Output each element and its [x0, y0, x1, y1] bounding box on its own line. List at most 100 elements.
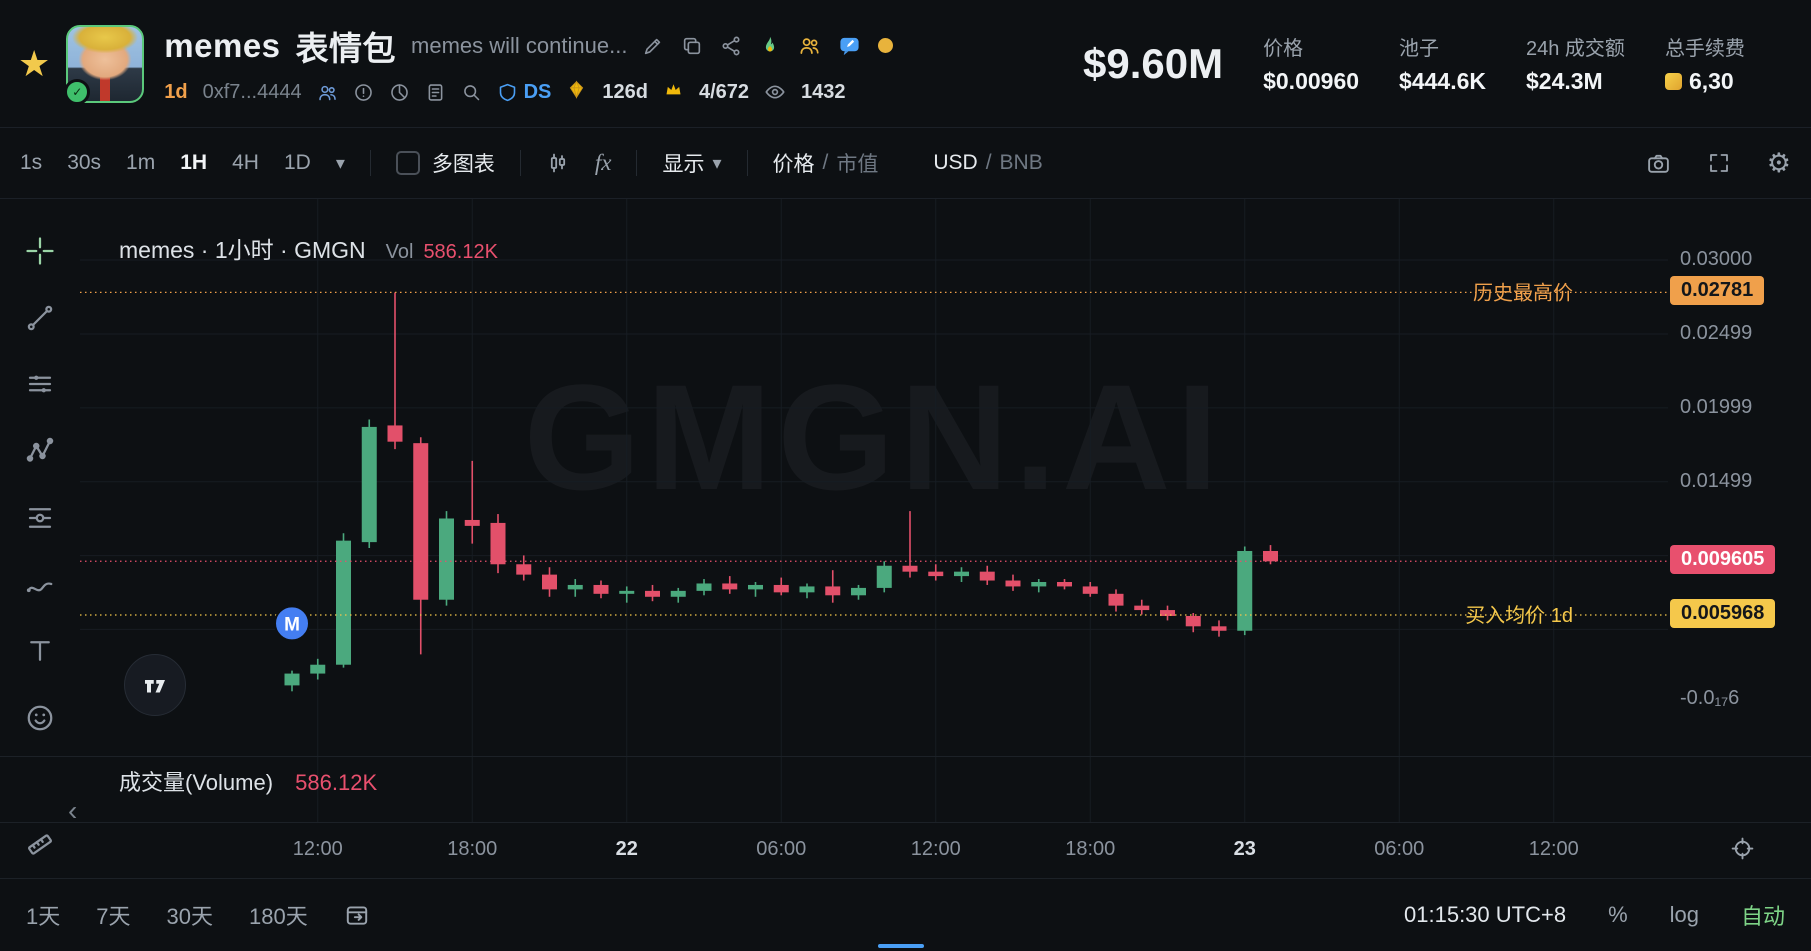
- camera-icon[interactable]: [1646, 151, 1671, 176]
- brush-tool-icon[interactable]: [23, 568, 57, 600]
- market-cap-value: $9.60M: [1083, 39, 1224, 87]
- eye-icon: [764, 81, 786, 103]
- stat-label: 24h 成交额: [1526, 38, 1625, 60]
- alert-icon[interactable]: [353, 82, 374, 103]
- candles[interactable]: [284, 292, 1279, 692]
- pattern-tool-icon[interactable]: [23, 435, 57, 467]
- time-tick-label: 12:00: [910, 838, 961, 860]
- candle-body: [1185, 615, 1201, 627]
- diamond-icon[interactable]: [566, 79, 587, 106]
- timeframe-chevron-down-icon[interactable]: ▾: [335, 152, 345, 173]
- scroll-to-realtime-icon[interactable]: [1730, 836, 1755, 861]
- horizontal-lines-tool-icon[interactable]: [23, 368, 57, 400]
- dev-marker-label: M: [284, 614, 300, 635]
- candle-body: [1031, 582, 1047, 587]
- percent-scale-toggle[interactable]: %: [1608, 902, 1628, 927]
- fullscreen-icon[interactable]: [1707, 151, 1731, 175]
- candle-body: [799, 586, 815, 593]
- range-1d[interactable]: 1天: [26, 904, 61, 929]
- token-header: ★ ✓ memes 表情包 memes will continue...: [0, 0, 1811, 127]
- share-icon[interactable]: [720, 35, 742, 57]
- flame-icon[interactable]: [759, 35, 781, 57]
- pane-separator[interactable]: [0, 756, 1811, 757]
- stat-value: $0.00960: [1263, 68, 1360, 94]
- candle-body: [310, 664, 326, 674]
- pie-chart-icon[interactable]: [389, 82, 410, 103]
- time-axis[interactable]: 12:00 18:00 22 06:00 12:00 18:00 23 06:00 12:00: [0, 823, 1811, 879]
- chat-edit-icon[interactable]: [838, 34, 861, 57]
- chart-horizontal-scrollbar[interactable]: [878, 944, 924, 948]
- dev-marker[interactable]: [274, 605, 310, 642]
- candle-body: [851, 587, 866, 596]
- stat-value: 6,30: [1664, 68, 1745, 95]
- timeframe-1s[interactable]: 1s: [20, 151, 43, 174]
- price-axis[interactable]: 0.03000 0.02499 0.01999 0.01499 -0.0₁₇6 0.027…: [1668, 199, 1811, 756]
- multi-chart-toggle[interactable]: 多图表: [395, 148, 495, 178]
- token-avatar[interactable]: ✓: [64, 24, 145, 105]
- candle-body: [516, 564, 532, 575]
- auto-scale-toggle[interactable]: 自动: [1740, 904, 1785, 929]
- text-tool-icon[interactable]: [23, 635, 57, 667]
- timeframe-1d[interactable]: 1D: [283, 151, 311, 174]
- timeframe-4h[interactable]: 4H: [232, 151, 259, 174]
- shield-icon[interactable]: [497, 82, 518, 103]
- price-mcap-toggle[interactable]: 价格 / 市值: [773, 148, 879, 178]
- crosshair-tool-icon[interactable]: [23, 235, 57, 267]
- tradingview-logo[interactable]: [124, 654, 186, 716]
- token-name-cn: 表情包: [295, 29, 397, 67]
- price-line-label-ath: 历史最高价: [1473, 281, 1573, 304]
- trend-line-tool-icon[interactable]: [23, 302, 57, 334]
- price-axis-label: 0.02499: [1680, 322, 1753, 344]
- candle-body: [542, 574, 557, 590]
- sidebar-collapse-icon[interactable]: ‹: [68, 795, 78, 826]
- price-toggle-label[interactable]: 价格: [772, 153, 815, 176]
- candle-body: [825, 586, 841, 596]
- time-tick-label: 06:00: [1374, 838, 1425, 860]
- candle-body: [1108, 593, 1124, 606]
- timeframe-1m[interactable]: 1m: [126, 151, 156, 174]
- mcap-toggle-label[interactable]: 市值: [836, 153, 879, 176]
- multi-chart-checkbox[interactable]: [395, 151, 420, 175]
- volume-value: 586.12K: [295, 770, 378, 795]
- candle-style-icon[interactable]: [546, 151, 570, 175]
- gann-fib-tool-icon[interactable]: [23, 502, 57, 534]
- bnb-toggle-label[interactable]: BNB: [999, 151, 1043, 174]
- candle-body: [696, 583, 712, 591]
- ds-label[interactable]: DS: [523, 80, 552, 103]
- contract-address[interactable]: 0xf7...4444: [202, 80, 302, 103]
- timeframe-30s[interactable]: 30s: [67, 151, 102, 174]
- market-stats: $9.60M 价格 $0.00960 池子 $444.6K 24h 成交额 $2…: [1083, 32, 1811, 95]
- log-scale-toggle[interactable]: log: [1669, 902, 1699, 927]
- timeframe-1h[interactable]: 1H: [180, 151, 208, 174]
- edit-icon[interactable]: [642, 35, 664, 57]
- currency-toggle[interactable]: USD / BNB: [933, 151, 1043, 174]
- measure-tool-icon[interactable]: [23, 826, 57, 858]
- settings-gear-icon[interactable]: ⚙: [1766, 147, 1791, 178]
- memo-icon[interactable]: [425, 82, 446, 103]
- search-icon[interactable]: [461, 82, 482, 103]
- candle-body: [722, 583, 738, 590]
- display-menu[interactable]: 显示 ▾: [662, 148, 721, 178]
- stat-total-fees: 总手续费 6,30: [1664, 32, 1745, 95]
- bottom-bar: 1天 7天 30天 180天 01:15:30 UTC+8 % log 自动: [0, 879, 1811, 951]
- divider: [369, 150, 371, 176]
- favorite-star-icon[interactable]: ★: [18, 42, 51, 84]
- community-icon[interactable]: [798, 34, 821, 57]
- holders-icon[interactable]: [317, 82, 338, 103]
- time-tick-label: 22: [615, 838, 638, 860]
- time-tick-label: 18:00: [1065, 838, 1116, 860]
- emoji-tool-icon[interactable]: [23, 702, 57, 734]
- time-tick-label: 12:00: [292, 838, 343, 860]
- range-30d[interactable]: 30天: [166, 904, 213, 929]
- range-7d[interactable]: 7天: [96, 904, 131, 929]
- divider: [746, 150, 748, 176]
- goto-date-icon[interactable]: [344, 902, 370, 928]
- candle-body: [1057, 582, 1072, 587]
- copy-icon[interactable]: [681, 35, 703, 57]
- candle-body: [387, 425, 403, 442]
- usd-toggle-label[interactable]: USD: [933, 151, 978, 174]
- range-180d[interactable]: 180天: [248, 904, 308, 929]
- price-axis-label: 0.01999: [1680, 395, 1753, 418]
- indicators-fx-icon[interactable]: fx: [594, 150, 612, 175]
